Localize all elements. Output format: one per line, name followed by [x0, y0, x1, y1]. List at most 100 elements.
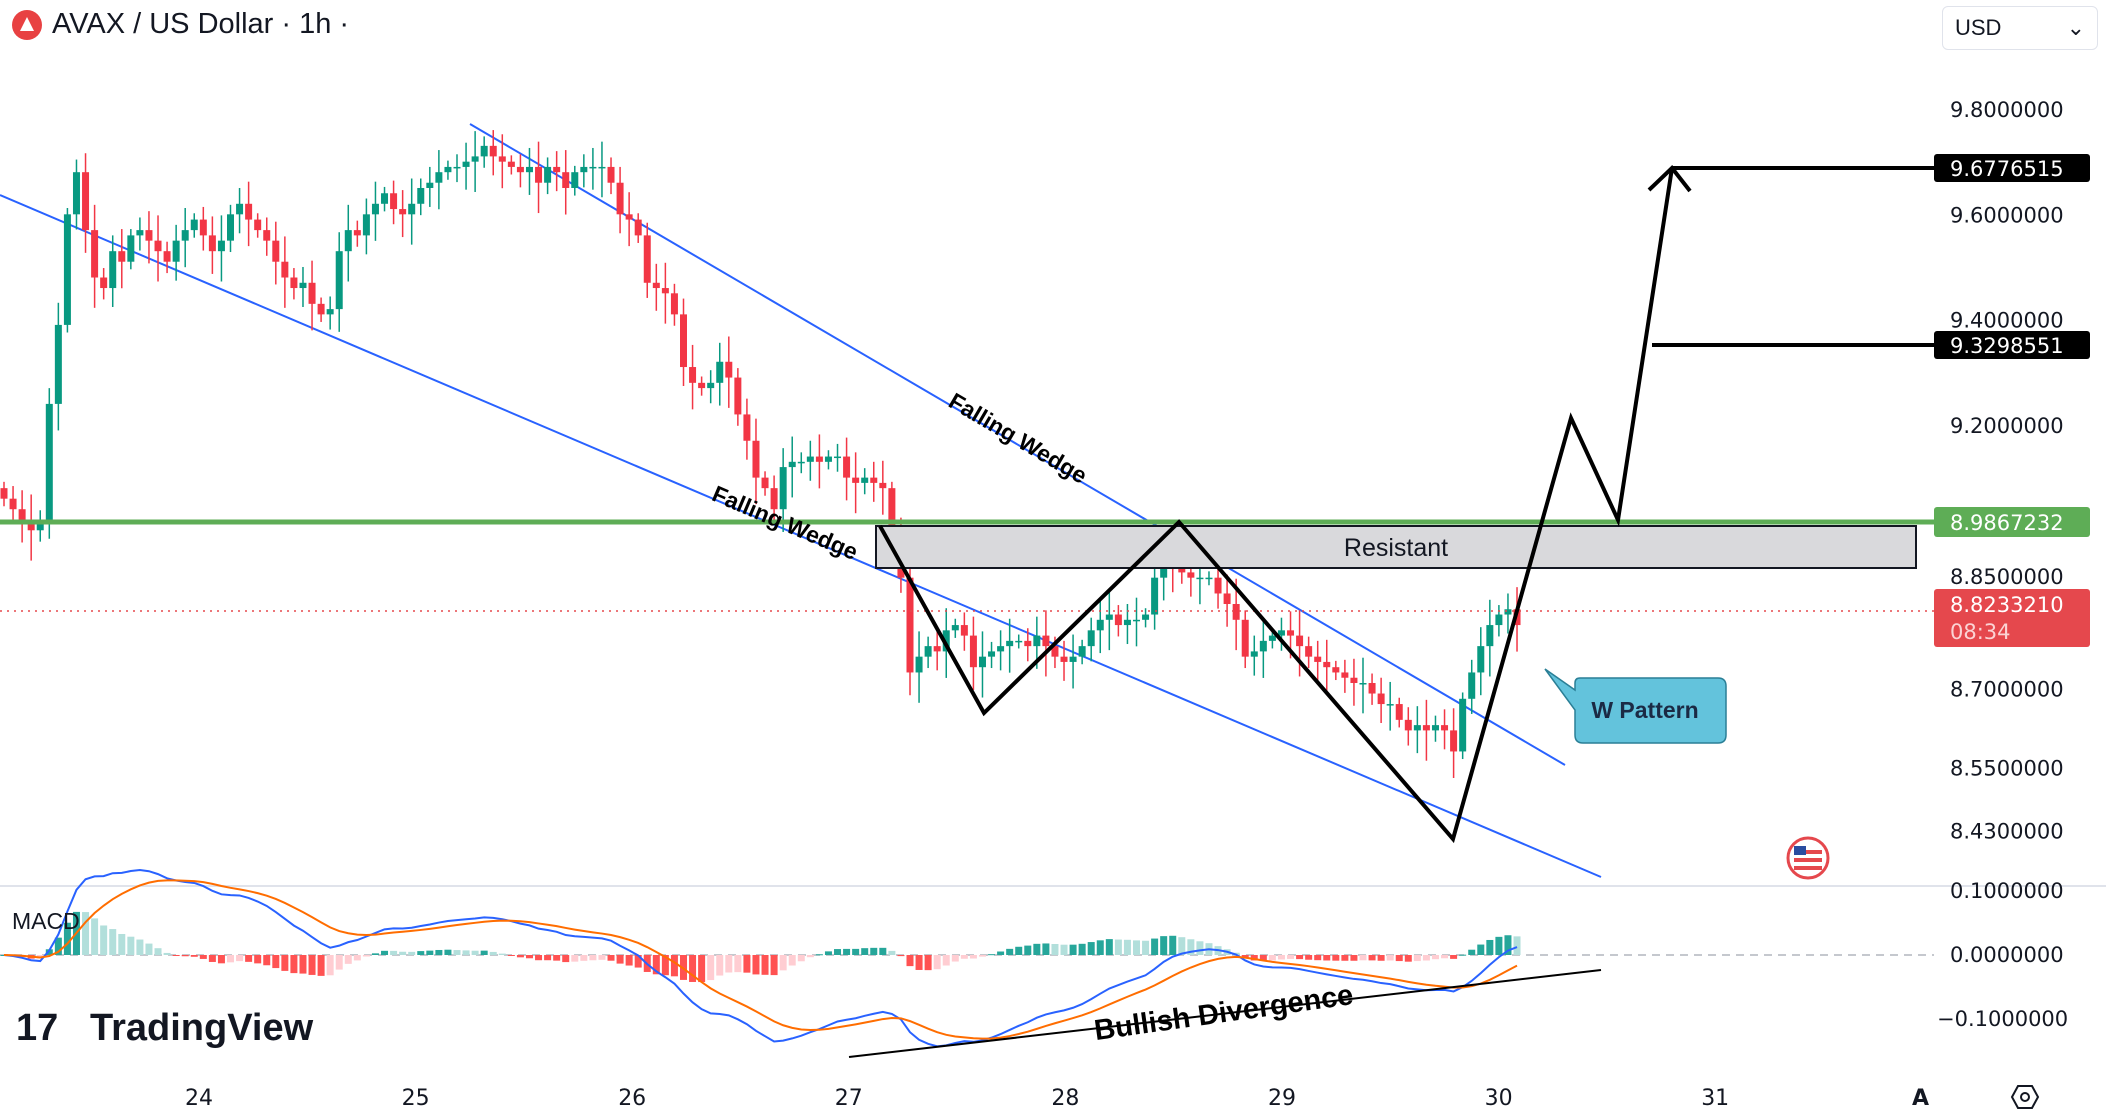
candle — [734, 368, 742, 426]
candle — [969, 616, 977, 690]
macd-histogram-bar — [1314, 955, 1322, 961]
macd-histogram-bar — [263, 955, 271, 966]
candle-body — [0, 488, 8, 499]
candle — [1495, 605, 1503, 637]
candle-body — [1386, 704, 1394, 706]
candle — [489, 130, 497, 176]
candle-body — [1441, 725, 1449, 731]
macd-histogram-bar — [897, 955, 905, 957]
candle — [1024, 628, 1032, 662]
candle-body — [100, 277, 108, 289]
candle-body — [1377, 693, 1385, 705]
candle-body — [933, 646, 941, 652]
wedge-upper-line[interactable] — [469, 123, 1566, 766]
candle-body — [1395, 704, 1403, 720]
macd-histogram-bar — [1341, 955, 1349, 961]
candle-body — [535, 166, 543, 183]
candle — [707, 370, 715, 404]
macd-histogram-bar — [145, 943, 153, 955]
w-pattern-path[interactable] — [878, 167, 1674, 844]
candle — [381, 186, 389, 212]
signal-line[interactable] — [3, 879, 1518, 1040]
candle — [1341, 659, 1349, 693]
w-pattern-callout[interactable] — [1544, 668, 1727, 744]
auto-scale-button[interactable]: A — [1912, 1086, 1929, 1111]
candle — [272, 221, 280, 285]
candle — [779, 448, 787, 532]
candle — [933, 630, 941, 671]
candle-body — [417, 187, 425, 204]
wedge-lower-line[interactable] — [0, 194, 1602, 878]
macd-label[interactable]: MACD — [12, 908, 80, 934]
candle-body — [906, 577, 914, 673]
macd-histogram-bar — [1277, 955, 1285, 960]
candle-body — [18, 509, 26, 520]
candle-body — [344, 230, 352, 252]
macd-histogram-bar — [1105, 939, 1113, 955]
macd-histogram-bar — [417, 951, 425, 955]
macd-histogram-bar — [1395, 955, 1403, 962]
candle — [589, 147, 597, 190]
candle — [371, 181, 379, 241]
settings-icon[interactable] — [2010, 1085, 2040, 1109]
candle — [82, 153, 90, 253]
candle — [1395, 697, 1403, 728]
macd-histogram-bar — [843, 948, 851, 955]
macd-histogram-bar — [63, 922, 71, 955]
candle-body — [562, 172, 570, 188]
candle-body — [879, 482, 887, 489]
last-price-value: 8.8233210 — [1950, 593, 2064, 617]
macd-histogram-bar — [1459, 954, 1467, 956]
macd-histogram-bar — [136, 939, 144, 955]
macd-histogram-bar — [118, 933, 126, 955]
candle — [879, 460, 887, 515]
candle — [308, 260, 316, 331]
candle-body — [852, 477, 860, 483]
macd-histogram-bar — [824, 951, 832, 955]
brand-name: TradingView — [90, 1007, 314, 1049]
candle-body — [1268, 635, 1276, 641]
candle — [498, 134, 506, 189]
candle — [670, 283, 678, 326]
candle-body — [652, 282, 660, 289]
currency-select[interactable]: USD ⌄ — [1942, 6, 2098, 50]
price-tick: 8.8500000 — [1950, 565, 2064, 589]
macd-histogram-bar — [716, 955, 724, 976]
candle — [716, 342, 724, 406]
macd-line[interactable] — [3, 869, 1518, 1048]
candle — [1277, 617, 1285, 651]
candle — [417, 178, 425, 216]
macd-histogram-bar — [1268, 955, 1276, 961]
candle-body — [1114, 614, 1122, 626]
symbol-header[interactable]: AVAX / US Dollar · 1h · — [12, 8, 349, 41]
macd-histogram-bar — [1051, 943, 1059, 955]
candle-body — [290, 277, 298, 289]
price-tick: 9.4000000 — [1950, 309, 2064, 333]
candle — [1377, 677, 1385, 724]
macd-histogram-bar — [1486, 939, 1494, 955]
candle — [725, 336, 733, 408]
candle — [444, 160, 452, 180]
macd-histogram-bar — [960, 955, 968, 959]
macd-histogram-bar — [489, 951, 497, 955]
candle — [362, 198, 370, 255]
candle-body — [381, 193, 389, 204]
candle — [426, 166, 434, 207]
candle-body — [1413, 725, 1421, 731]
candle-body — [915, 656, 923, 673]
candle — [299, 266, 307, 308]
us-flag-icon[interactable] — [1786, 836, 1830, 880]
candle — [1404, 707, 1412, 746]
tradingview-logo: 17 TradingView — [16, 1007, 314, 1049]
macd-histogram-bar — [408, 951, 416, 955]
resistant-zone[interactable] — [875, 525, 1917, 569]
candle — [290, 268, 298, 300]
candle-body — [1277, 630, 1285, 636]
candle-body — [861, 477, 869, 483]
macd-histogram-bar — [217, 955, 225, 964]
candle — [1486, 599, 1494, 677]
candle-body — [1305, 646, 1313, 657]
divergence-line[interactable] — [848, 969, 1602, 1058]
candle-body — [1495, 614, 1503, 626]
